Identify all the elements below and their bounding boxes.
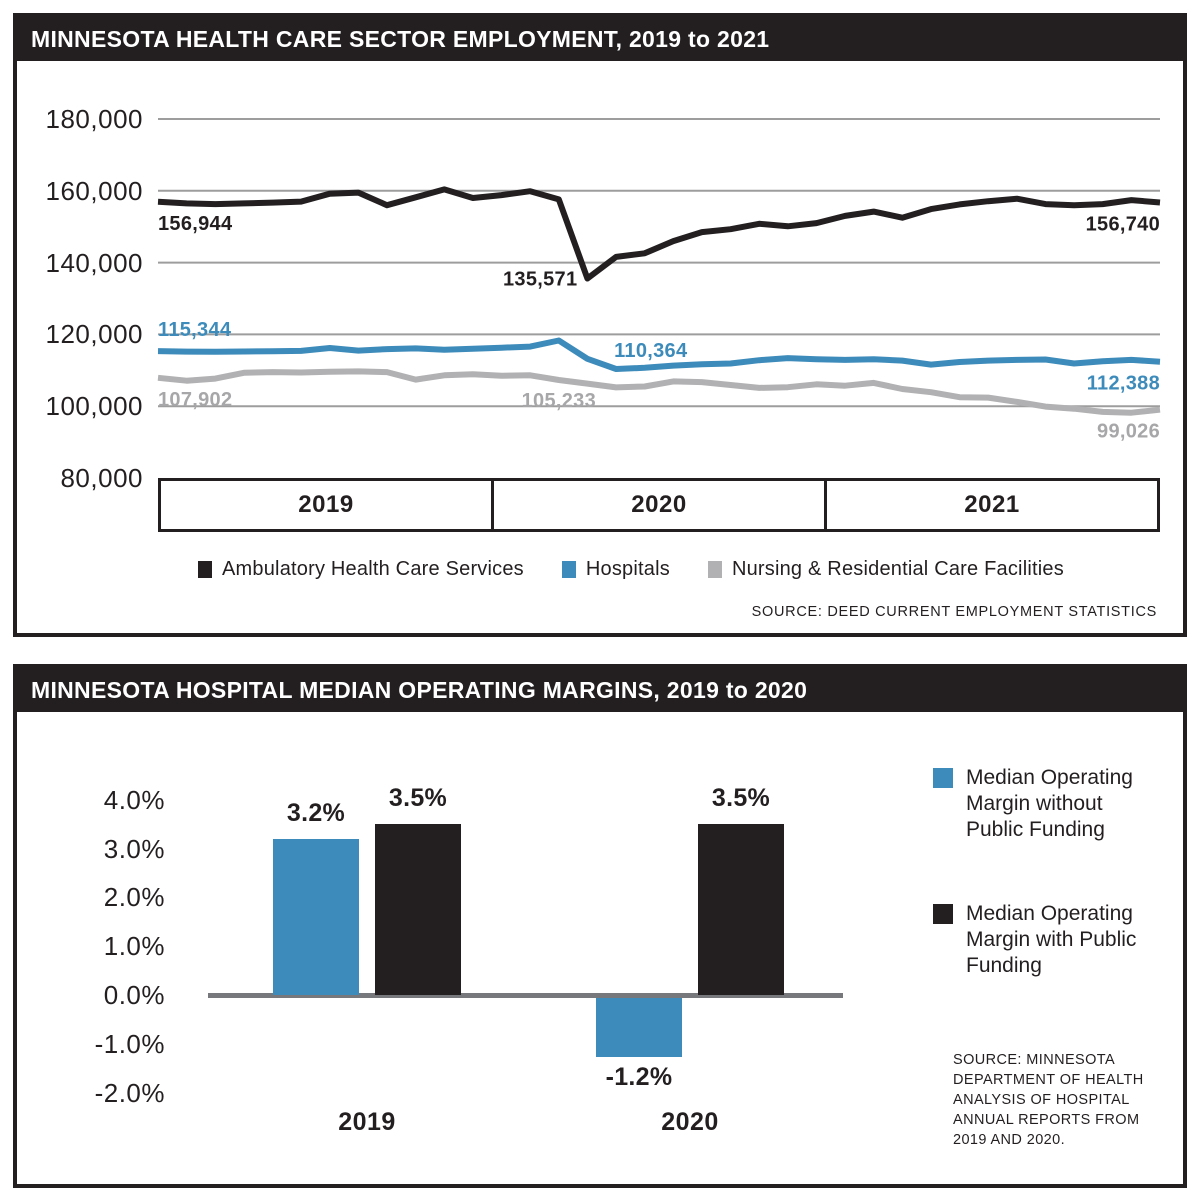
employment-line-chart: 156,944 135,571 156,740 115,344 110,364 112,3… [157, 118, 1161, 443]
y-axis-tick-label: 140,000 [45, 247, 143, 278]
data-label: 135,571 [503, 269, 577, 291]
category-label-2020: 2020 [661, 1108, 719, 1136]
y-axis-tick-label: 4.0% [103, 784, 165, 815]
y-axis-tick-label: -2.0% [94, 1077, 165, 1108]
line-series-0 [157, 186, 1161, 282]
legend-label: Ambulatory Health Care Services [222, 558, 524, 580]
legend-label: Nursing & Residential Care Facilities [731, 558, 1064, 580]
data-label: 99,026 [1097, 421, 1160, 443]
employment-chart-title: MINNESOTA HEALTH CARE SECTOR EMPLOYMENT,… [17, 17, 1183, 61]
panel-margins-chart: MINNESOTA HOSPITAL MEDIAN OPERATING MARG… [13, 664, 1187, 1188]
data-label: 156,944 [158, 213, 233, 235]
zero-axis-line [208, 993, 843, 998]
data-label: 107,902 [158, 389, 232, 411]
x-axis-year-2021: 2021 [824, 481, 1157, 529]
data-label: 110,364 [614, 340, 688, 362]
y-axis-tick-label: 1.0% [103, 931, 165, 962]
y-axis-tick-label: 2.0% [103, 882, 165, 913]
employment-x-axis: 2019 2020 2021 [158, 478, 1160, 532]
x-axis-year-2020: 2020 [491, 481, 824, 529]
category-label-2019: 2019 [338, 1108, 396, 1136]
bar-value-label: 3.5% [388, 784, 448, 813]
data-label: 115,344 [158, 319, 232, 341]
legend-item: Median Operating Margin with Public Fund… [933, 901, 1144, 979]
legend-swatch [561, 561, 576, 578]
line-series-1 [157, 337, 1161, 372]
y-axis-tick-label: 0.0% [103, 980, 165, 1010]
panel-employment-chart: MINNESOTA HEALTH CARE SECTOR EMPLOYMENT,… [13, 13, 1187, 637]
legend-swatch [933, 904, 953, 924]
line-series-2 [157, 368, 1161, 416]
data-label: 105,233 [522, 390, 596, 412]
bar-value-label: 3.5% [711, 784, 771, 813]
y-axis-tick-label: 160,000 [45, 175, 143, 206]
employment-legend: Ambulatory Health Care Services Hospitals… [198, 558, 1064, 581]
legend-label: Median Operating Margin without Public F… [966, 766, 1133, 841]
bar-value-label: 3.2% [286, 798, 346, 827]
margins-source-note: SOURCE: MINNESOTA DEPARTMENT OF HEALTH A… [953, 1052, 1144, 1148]
legend-swatch [933, 768, 953, 788]
y-axis-tick-label: 80,000 [60, 463, 143, 493]
bar-2020-with-funding [698, 824, 784, 995]
data-label: 156,740 [1086, 214, 1160, 236]
legend-item: Median Operating Margin without Public F… [933, 765, 1144, 843]
bar-2019-with-funding [375, 824, 461, 995]
legend-label: Median Operating Margin with Public Fund… [966, 902, 1137, 977]
y-axis-tick-label: -1.0% [94, 1028, 165, 1059]
data-label: 112,388 [1087, 373, 1160, 395]
y-axis-tick-label: 120,000 [45, 319, 143, 350]
legend-swatch [707, 561, 722, 578]
y-axis-tick-label: 180,000 [45, 104, 143, 134]
margins-chart-title: MINNESOTA HOSPITAL MEDIAN OPERATING MARG… [17, 668, 1183, 712]
employment-chart-area: 180,000 160,000 140,000 120,000 100,000 80,00… [17, 17, 1183, 633]
margins-chart-area: 4.0% 3.0% 2.0% 1.0% 0.0% -1.0% -2.0% 3.2% 3.5% -… [17, 668, 1183, 1184]
legend-swatch [198, 561, 212, 578]
bar-2020-without-funding [596, 998, 682, 1057]
y-axis-tick-label: 100,000 [45, 391, 143, 422]
legend-label: Hospitals [585, 558, 670, 580]
employment-source-note: SOURCE: DEED CURRENT EMPLOYMENT STATISTI… [751, 604, 1157, 620]
bar-value-label: -1.2% [605, 1062, 673, 1091]
legend-item: Hospitals [561, 558, 670, 581]
legend-item: Nursing & Residential Care Facilities [707, 558, 1064, 581]
bar-2019-without-funding [273, 838, 359, 995]
legend-item: Ambulatory Health Care Services [198, 558, 524, 581]
x-axis-year-2019: 2019 [298, 491, 354, 518]
y-axis-tick-label: 3.0% [103, 833, 165, 864]
